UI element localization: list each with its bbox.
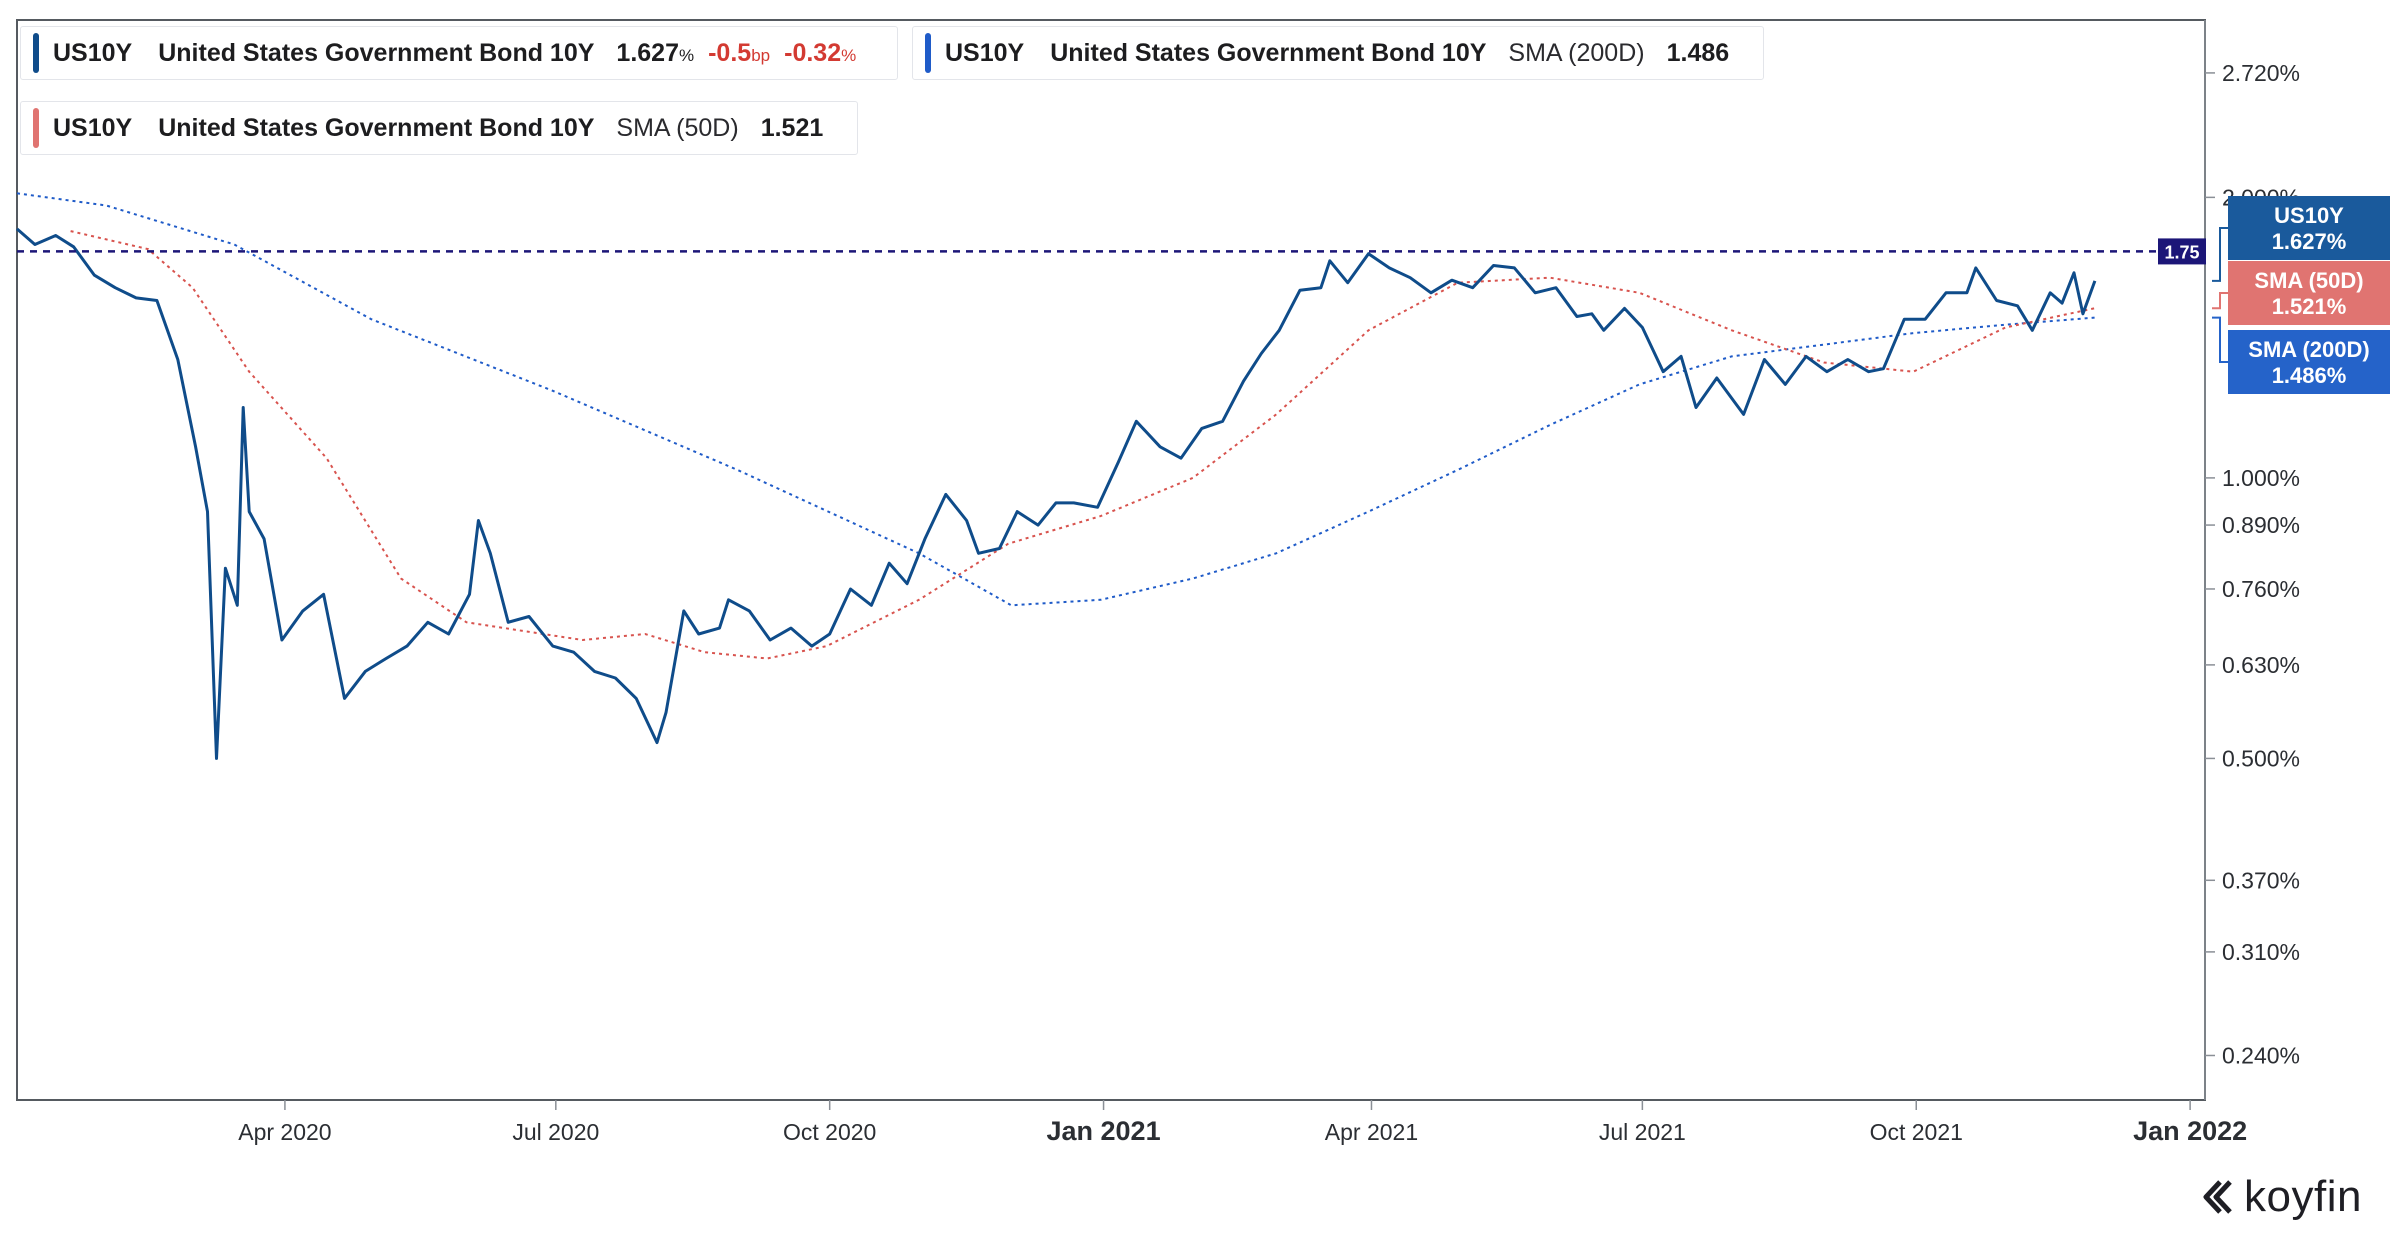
y-tick-label: 0.370% [2222, 867, 2300, 893]
level-label-box [2158, 238, 2206, 265]
y-tick-label: 2.720% [2222, 60, 2300, 86]
legend-value: 1.627% [616, 38, 695, 67]
legend-value: 1.521 [760, 113, 824, 142]
price-tag-title: SMA (50D) [2254, 268, 2363, 293]
y-tick-label: 0.630% [2222, 652, 2300, 678]
x-tick-label: Oct 2021 [1870, 1119, 1963, 1145]
legend-us10y[interactable]: US10Y United States Government Bond 10Y … [20, 26, 898, 80]
legend-name: United States Government Bond 10Y [1050, 38, 1487, 67]
x-tick-label: Jan 2021 [1047, 1116, 1161, 1146]
price-tag-box [2228, 330, 2390, 394]
legend-swatch [33, 108, 39, 148]
price-tag-box [2228, 261, 2390, 325]
price-tag-value: 1.486% [2272, 363, 2347, 388]
y-tick-label: 0.240% [2222, 1042, 2300, 1068]
legend-sma-50[interactable]: US10Y United States Government Bond 10Y … [20, 101, 858, 155]
series-group [16, 192, 2097, 760]
price-tag-box [2228, 196, 2390, 260]
series-line-sma-200d [16, 192, 2095, 607]
x-tick-label: Jul 2021 [1599, 1119, 1686, 1145]
koyfin-logo: koyfin [2200, 1172, 2362, 1222]
y-tick-label: 0.310% [2222, 939, 2300, 965]
series-line-sma-50d [70, 230, 2096, 660]
series-line-us10y [16, 227, 2097, 760]
brand-name: koyfin [2244, 1172, 2362, 1221]
price-tag-connector [2212, 292, 2228, 310]
legend-name: United States Government Bond 10Y [158, 113, 595, 142]
legend-sma-200[interactable]: US10Y United States Government Bond 10Y … [912, 26, 1764, 80]
x-tick-label: Jul 2020 [512, 1119, 599, 1145]
legend-change: -0.5bp [708, 38, 771, 67]
y-tick-label: 0.760% [2222, 576, 2300, 602]
plot-frame [16, 19, 2206, 1101]
x-tick-label: Apr 2021 [1325, 1119, 1418, 1145]
legend-symbol: US10Y [53, 113, 133, 142]
legend-indicator: SMA (200D) [1508, 38, 1645, 67]
y-tick-label: 1.000% [2222, 465, 2300, 491]
price-tag-connector [2212, 227, 2228, 282]
price-tag-value: 1.521% [2272, 294, 2347, 319]
x-tick-label: Apr 2020 [238, 1119, 331, 1145]
legend-symbol: US10Y [53, 38, 133, 67]
price-tag-connector [2212, 316, 2228, 363]
koyfin-logo-icon [2203, 1180, 2232, 1214]
legend-swatch [33, 33, 39, 73]
price-tag-title: US10Y [2274, 203, 2344, 228]
legend-value: 1.486 [1666, 38, 1730, 67]
legend-symbol: US10Y [945, 38, 1025, 67]
legend-indicator: SMA (50D) [616, 113, 739, 142]
y-tick-label: 0.890% [2222, 512, 2300, 538]
price-tag-title: SMA (200D) [2248, 337, 2369, 362]
level-line-group: 1.75 [17, 238, 2206, 265]
y-tick-label: 0.500% [2222, 745, 2300, 771]
x-tick-label: Jan 2022 [2133, 1116, 2247, 1146]
legend-swatch [925, 33, 931, 73]
x-axis: Apr 2020 Jul 2020 Oct 2020 Jan 2021 Apr 2021… [238, 1100, 2247, 1146]
price-tag-value: 1.627% [2272, 229, 2347, 254]
legend-change-pct: -0.32% [784, 38, 857, 67]
legend-name: United States Government Bond 10Y [158, 38, 595, 67]
y-axis: 2.720%2.000%1.000%0.890%0.760%0.630%0.50… [2205, 60, 2300, 1068]
x-tick-label: Oct 2020 [783, 1119, 876, 1145]
level-label: 1.75 [2164, 242, 2199, 262]
